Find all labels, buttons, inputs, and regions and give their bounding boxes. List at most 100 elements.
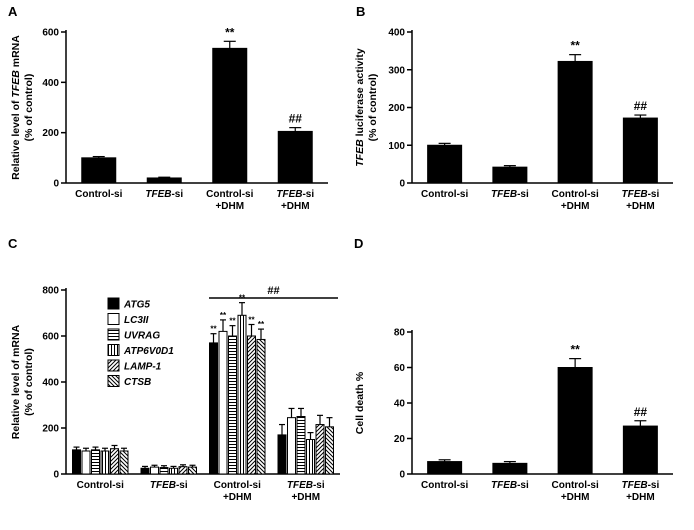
panel-label-a: A bbox=[8, 4, 18, 19]
x-tick-label: Control-si bbox=[214, 480, 261, 491]
chart-svg-C: 0 200 400 600 800 Relative level of mRNA (% of… bbox=[10, 285, 340, 503]
x-tick-label: TFEB-si bbox=[491, 480, 529, 491]
legend-label-LC3II: LC3II bbox=[124, 315, 149, 326]
sig-annotation: ## bbox=[634, 405, 648, 419]
bar-D-2 bbox=[557, 367, 593, 475]
sig-annotation: ** bbox=[570, 343, 580, 357]
y-tick-label: 200 bbox=[388, 103, 405, 114]
x-tick-label: TFEB-si bbox=[491, 189, 529, 200]
legend-swatch-LAMP-1 bbox=[107, 359, 120, 372]
y-tick-label: 80 bbox=[394, 328, 406, 339]
legend-swatch-LC3II bbox=[107, 313, 120, 325]
y-tick-label: 0 bbox=[53, 179, 59, 190]
bar-D-0 bbox=[427, 461, 463, 475]
bar-ATP6V0D1-g0 bbox=[100, 450, 110, 475]
legend-label-CTSB: CTSB bbox=[124, 377, 151, 388]
bar-LC3II-g1 bbox=[150, 466, 159, 475]
bar-LAMP-1-g2 bbox=[247, 335, 256, 475]
bar-ATP6V0D1-g1 bbox=[169, 467, 178, 475]
y-tick-label: 400 bbox=[42, 78, 59, 89]
y-axis-title: (% of control) bbox=[23, 348, 35, 416]
x-tick-label: TFEB-si bbox=[621, 480, 659, 491]
bar-UVRAG-g3 bbox=[296, 416, 306, 475]
y-tick-label: 0 bbox=[399, 470, 405, 481]
bar-ATG5-g3 bbox=[277, 434, 287, 475]
x-tick-label: +DHM bbox=[626, 201, 655, 212]
bar-LC3II-g3 bbox=[287, 417, 296, 475]
x-tick-label: TFEB-si bbox=[150, 480, 188, 491]
chart-svg-D: 0 20 40 60 80 Cell death % ** ## Control-si TFEB-… bbox=[354, 328, 673, 503]
y-tick-label: 0 bbox=[53, 470, 59, 481]
bar-UVRAG-g1 bbox=[159, 467, 169, 475]
bar-B-2 bbox=[557, 60, 593, 184]
legend-label-UVRAG: UVRAG bbox=[124, 331, 160, 342]
legend-swatch-CTSB bbox=[107, 375, 120, 387]
panel-label-b: B bbox=[356, 4, 366, 19]
bar-B-3 bbox=[622, 117, 658, 184]
bar-LAMP-1-g0 bbox=[110, 448, 119, 475]
bar-LAMP-1-g1 bbox=[178, 466, 188, 475]
panel-d-bar-chart: 0 20 40 60 80 Cell death % ** ## Control-si TFEB-… bbox=[352, 278, 687, 526]
bar-D-1 bbox=[492, 462, 528, 475]
sig-annotation: ** bbox=[229, 317, 236, 326]
bar-CTSB-g0 bbox=[119, 450, 129, 475]
sig-annotation: ** bbox=[220, 311, 227, 320]
y-tick-label: 60 bbox=[394, 363, 406, 374]
x-tick-label: Control-si bbox=[552, 480, 599, 491]
x-tick-label: +DHM bbox=[281, 201, 310, 212]
y-tick-label: 200 bbox=[42, 128, 59, 139]
y-axis-title: Cell death % bbox=[354, 371, 366, 434]
x-tick-label: TFEB-si bbox=[287, 480, 325, 491]
y-tick-label: 600 bbox=[42, 332, 59, 343]
bar-ATG5-g2 bbox=[209, 342, 218, 475]
chart-svg-B: 0 100 200 300 400 TFEB luciferase activity (% … bbox=[354, 28, 673, 212]
y-axis-title: Relative level of TFEB mRNA bbox=[10, 35, 22, 180]
x-tick-label: Control-si bbox=[206, 189, 253, 200]
sig-annotation: ** bbox=[570, 39, 580, 53]
y-tick-label: 40 bbox=[394, 399, 406, 410]
legend-label-LAMP-1: LAMP-1 bbox=[124, 362, 162, 373]
bar-A-0 bbox=[81, 157, 117, 184]
panel-c-grouped-bar-chart: 0 200 400 600 800 Relative level of mRNA (% of… bbox=[8, 248, 348, 526]
x-tick-label: TFEB-si bbox=[621, 189, 659, 200]
bar-ATG5-g0 bbox=[72, 449, 81, 475]
y-axis-title: (% of control) bbox=[23, 74, 35, 142]
y-axis-title: (% of control) bbox=[367, 74, 379, 142]
x-tick-label: +DHM bbox=[561, 201, 590, 212]
x-tick-label: +DHM bbox=[561, 492, 590, 503]
sig-annotation: ** bbox=[248, 316, 255, 325]
bar-ATP6V0D1-g2 bbox=[237, 314, 247, 475]
x-tick-label: Control-si bbox=[75, 189, 122, 200]
y-tick-label: 200 bbox=[42, 424, 59, 435]
x-tick-label: Control-si bbox=[77, 480, 124, 491]
legend-swatch-ATP6V0D1 bbox=[107, 344, 120, 356]
bar-A-2 bbox=[212, 47, 248, 184]
sig-annotation: ** bbox=[258, 320, 265, 329]
sig-annotation: ** bbox=[210, 325, 217, 334]
y-axis-title: TFEB luciferase activity bbox=[354, 48, 366, 167]
bar-CTSB-g1 bbox=[188, 466, 197, 475]
x-tick-label: Control-si bbox=[421, 189, 468, 200]
y-tick-label: 100 bbox=[388, 141, 405, 152]
bar-B-1 bbox=[492, 166, 528, 184]
sig-annotation: ## bbox=[289, 112, 303, 126]
legend-swatch-UVRAG bbox=[107, 328, 120, 341]
chart-svg-A: 0 200 400 600 Relative level of TFEB mRNA(% … bbox=[10, 25, 328, 212]
y-tick-label: 800 bbox=[42, 286, 59, 297]
y-tick-label: 600 bbox=[42, 28, 59, 39]
bar-ATG5-g1 bbox=[140, 467, 150, 475]
bar-ATP6V0D1-g3 bbox=[306, 439, 315, 475]
bar-LC3II-g0 bbox=[81, 450, 91, 475]
sig-annotation: ## bbox=[634, 99, 648, 113]
legend-swatch-ATG5 bbox=[107, 297, 120, 310]
bar-A-1 bbox=[146, 177, 182, 184]
panel-a-bar-chart: 0 200 400 600 Relative level of TFEB mRNA (% … bbox=[8, 10, 340, 235]
bar-CTSB-g2 bbox=[256, 338, 266, 475]
x-tick-label: +DHM bbox=[215, 201, 244, 212]
y-tick-label: 400 bbox=[42, 378, 59, 389]
x-tick-label: Control-si bbox=[421, 480, 468, 491]
legend-label-ATP6V0D1: ATP6V0D1 bbox=[123, 346, 174, 357]
y-axis-title: Relative level of mRNA bbox=[10, 324, 22, 439]
x-tick-label: Control-si bbox=[552, 189, 599, 200]
